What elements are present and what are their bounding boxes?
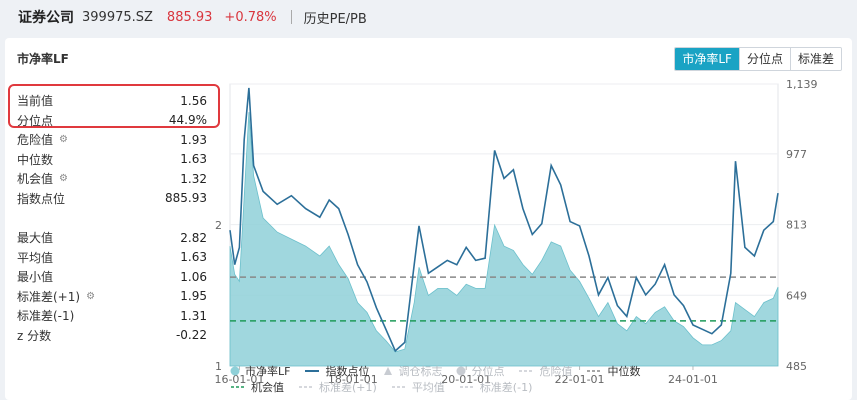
x-axis-tick: 24-01-01 bbox=[668, 373, 718, 386]
stat-label: 中位数 bbox=[17, 152, 54, 167]
right-axis-tick: 649 bbox=[786, 289, 807, 302]
pb-area bbox=[229, 112, 779, 367]
stat-value: -0.22 bbox=[175, 328, 207, 343]
legend-pb[interactable]: 市净率LF bbox=[230, 363, 290, 379]
legend-label: 分位点 bbox=[471, 365, 505, 378]
legend-label: 机会值 bbox=[251, 381, 284, 394]
page-header: 证券公司 399975.SZ 885.93 +0.78% 历史PE/PB bbox=[0, 0, 857, 34]
stat-label: 机会值 bbox=[17, 172, 54, 187]
legend-danger[interactable]: 危险值 bbox=[518, 363, 572, 379]
legend-label: 调仓标志 bbox=[398, 365, 443, 378]
right-axis-tick: 1,139 bbox=[786, 78, 818, 91]
stat-label: 指数点位 bbox=[17, 191, 66, 206]
legend-label: 危险值 bbox=[539, 365, 573, 378]
stat-label: 标准差(+1) bbox=[17, 289, 81, 304]
left-axis-tick: 1 bbox=[215, 360, 222, 373]
index-price: 885.93 bbox=[166, 9, 213, 25]
stat-avg: 平均值 1.63 bbox=[17, 248, 207, 268]
stat-value: 1.95 bbox=[180, 289, 207, 304]
stat-label: 当前值 bbox=[17, 94, 54, 109]
legend-index[interactable]: 指数点位 bbox=[304, 363, 369, 379]
stat-value: 2.82 bbox=[180, 230, 207, 245]
stat-value: 1.31 bbox=[180, 308, 207, 323]
stat-label: 最小值 bbox=[17, 270, 54, 285]
legend-median[interactable]: 中位数 bbox=[586, 363, 640, 379]
stat-current: 当前值 1.56 bbox=[17, 91, 207, 111]
left-axis-tick: 2 bbox=[215, 219, 222, 232]
card-title: 市净率LF bbox=[17, 52, 69, 66]
gear-icon[interactable]: ⚙ bbox=[59, 173, 68, 185]
legend-std-minus[interactable]: 标准差(-1) bbox=[459, 379, 533, 395]
stat-value: 44.9% bbox=[168, 113, 207, 128]
legend-label: 指数点位 bbox=[325, 365, 370, 378]
stat-value: 1.63 bbox=[180, 152, 207, 167]
metric-toggle: 市净率LF 分位点 标准差 bbox=[674, 47, 842, 71]
legend-label: 市净率LF bbox=[245, 365, 291, 378]
stat-std-plus: 标准差(+1) ⚙ 1.95 bbox=[17, 287, 207, 307]
gear-icon[interactable]: ⚙ bbox=[59, 134, 68, 146]
stats-panel: 当前值 1.56 分位点 44.9% 危险值 ⚙ 1.93 中位数 1.63 机会… bbox=[17, 91, 207, 345]
legend-pct[interactable]: 分位点 bbox=[456, 363, 504, 379]
x-axis-tick: 16-01-01 bbox=[214, 373, 264, 386]
legend-adjust[interactable]: 调仓标志 bbox=[383, 363, 442, 379]
stat-label: 分位点 bbox=[17, 113, 54, 128]
stat-danger: 危险值 ⚙ 1.93 bbox=[17, 130, 207, 150]
right-axis-tick: 977 bbox=[786, 148, 807, 161]
legend-label: 中位数 bbox=[607, 365, 641, 378]
stat-std-minus: 标准差(-1) 1.31 bbox=[17, 306, 207, 326]
legend-label: 标准差(+1) bbox=[319, 381, 377, 394]
tab-pb[interactable]: 市净率LF bbox=[675, 48, 739, 70]
stat-label: z 分数 bbox=[17, 328, 52, 343]
stat-zscore: z 分数 -0.22 bbox=[17, 326, 207, 346]
legend-label: 平均值 bbox=[411, 381, 445, 394]
stat-min: 最小值 1.06 bbox=[17, 267, 207, 287]
stat-label: 危险值 bbox=[17, 133, 54, 148]
right-axis-tick: 485 bbox=[786, 360, 807, 373]
valuation-card: 市净率LF 市净率LF 分位点 标准差 当前值 1.56 分位点 44.9% 危… bbox=[5, 38, 852, 400]
legend-label: 标准差(-1) bbox=[479, 381, 533, 394]
stat-label: 最大值 bbox=[17, 231, 54, 246]
stat-opportunity: 机会值 ⚙ 1.32 bbox=[17, 169, 207, 189]
legend-std-plus[interactable]: 标准差(+1) bbox=[298, 379, 377, 395]
legend-opportunity[interactable]: 机会值 bbox=[230, 379, 284, 395]
stat-value: 1.56 bbox=[180, 93, 207, 108]
current-value-highlight bbox=[8, 84, 220, 128]
stat-percentile: 分位点 44.9% bbox=[17, 111, 207, 131]
right-axis-tick: 813 bbox=[786, 219, 807, 232]
gear-icon[interactable]: ⚙ bbox=[86, 290, 96, 302]
stat-value: 885.93 bbox=[165, 191, 207, 206]
stat-value: 1.06 bbox=[180, 269, 207, 284]
x-axis-tick: 20-01-01 bbox=[441, 373, 491, 386]
x-axis-tick: 18-01-01 bbox=[328, 373, 378, 386]
stat-value: 1.93 bbox=[180, 132, 207, 147]
stat-label: 标准差(-1) bbox=[17, 309, 75, 324]
index-code: 399975.SZ bbox=[82, 9, 153, 25]
tab-percentile[interactable]: 分位点 bbox=[738, 48, 790, 70]
index-line bbox=[229, 87, 779, 353]
header-divider bbox=[290, 10, 292, 24]
chart-legend: 市净率LF 指数点位 调仓标志 分位点 危险值 中位数 机会值 标 bbox=[230, 363, 830, 395]
x-axis-tick: 22-01-01 bbox=[555, 373, 605, 386]
header-subtitle: 历史PE/PB bbox=[303, 11, 367, 27]
stat-median: 中位数 1.63 bbox=[17, 150, 207, 170]
tab-stddev[interactable]: 标准差 bbox=[789, 48, 841, 70]
stat-value: 1.63 bbox=[180, 250, 207, 265]
stat-label: 平均值 bbox=[17, 250, 54, 265]
legend-avg[interactable]: 平均值 bbox=[391, 379, 445, 395]
stat-index-level: 指数点位 885.93 bbox=[17, 189, 207, 209]
stat-max: 最大值 2.82 bbox=[17, 228, 207, 248]
index-name: 证券公司 bbox=[18, 10, 74, 26]
valuation-chart[interactable]: 1,139 977 813 649 485 2 116-01-01 18-01-01 20-01… bbox=[210, 76, 820, 386]
stat-value: 1.32 bbox=[180, 171, 207, 186]
index-change: +0.78% bbox=[224, 9, 277, 25]
